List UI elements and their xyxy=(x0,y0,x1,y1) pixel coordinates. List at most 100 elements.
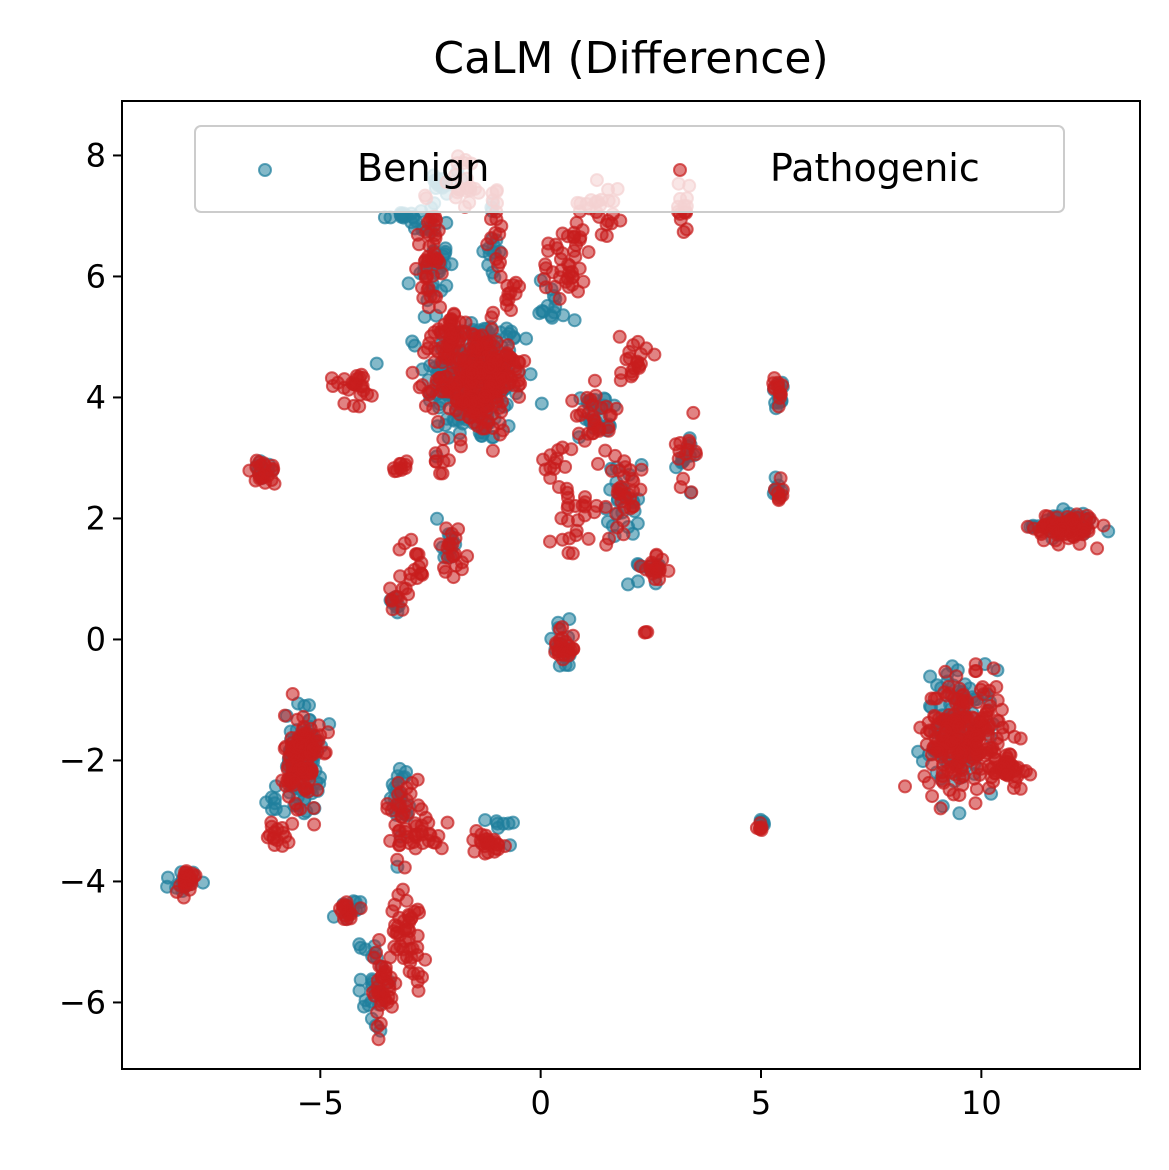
data-point-pathogenic xyxy=(489,212,504,227)
x-tick-label: 10 xyxy=(961,1084,1002,1122)
data-point-pathogenic xyxy=(561,545,576,560)
data-point-pathogenic xyxy=(370,1019,385,1034)
data-point-pathogenic xyxy=(306,742,321,756)
data-point-benign xyxy=(353,940,368,955)
data-point-pathogenic xyxy=(490,837,505,852)
data-point-pathogenic xyxy=(767,482,782,497)
data-point-benign xyxy=(478,813,493,828)
ticks-layer: −5 0 5 10 −6 −4 −2 0 2 4 6 8 xyxy=(59,136,1002,1122)
data-point-pathogenic xyxy=(500,338,515,353)
data-point-pathogenic xyxy=(555,246,570,261)
data-point-pathogenic xyxy=(295,761,309,776)
data-point-pathogenic xyxy=(353,901,368,916)
data-point-pathogenic xyxy=(297,781,312,796)
data-point-pathogenic xyxy=(616,513,631,528)
data-point-pathogenic xyxy=(431,414,446,429)
data-point-pathogenic xyxy=(377,965,392,980)
data-point-pathogenic xyxy=(649,561,664,576)
data-point-pathogenic xyxy=(422,239,437,254)
data-point-pathogenic xyxy=(969,664,984,679)
data-point-pathogenic xyxy=(753,821,768,836)
data-point-pathogenic xyxy=(388,976,403,991)
data-point-pathogenic xyxy=(994,702,1009,717)
data-point-benign xyxy=(369,356,384,371)
data-point-pathogenic xyxy=(496,423,510,438)
data-point-pathogenic xyxy=(267,838,282,852)
data-point-pathogenic xyxy=(1046,523,1060,537)
data-point-pathogenic xyxy=(456,394,471,409)
data-point-pathogenic xyxy=(434,841,449,856)
data-point-pathogenic xyxy=(649,547,664,562)
data-point-pathogenic xyxy=(538,280,553,295)
data-point-pathogenic xyxy=(949,730,964,745)
data-point-pathogenic xyxy=(1090,541,1105,556)
data-point-pathogenic xyxy=(367,950,381,965)
data-point-pathogenic xyxy=(495,394,510,409)
y-tick-label: −6 xyxy=(59,983,106,1021)
data-point-pathogenic xyxy=(982,683,997,698)
data-point-pathogenic xyxy=(453,432,468,447)
data-point-pathogenic xyxy=(281,789,296,804)
data-point-pathogenic xyxy=(397,922,412,937)
y-tick-label: 6 xyxy=(86,257,106,295)
data-point-pathogenic xyxy=(938,664,953,679)
data-point-pathogenic xyxy=(480,415,495,430)
data-point-benign xyxy=(536,304,551,319)
data-point-benign xyxy=(407,338,422,353)
y-tick-label: 8 xyxy=(86,136,106,174)
data-point-pathogenic xyxy=(380,801,395,816)
data-point-pathogenic xyxy=(960,711,975,726)
data-point-pathogenic xyxy=(969,782,984,797)
data-point-pathogenic xyxy=(365,985,380,1000)
data-point-pathogenic xyxy=(551,443,566,458)
data-point-benign xyxy=(630,574,645,589)
y-tick-label: −4 xyxy=(59,862,106,900)
x-tick-label: 5 xyxy=(751,1084,771,1122)
legend-box xyxy=(194,125,1065,213)
data-point-pathogenic xyxy=(412,380,427,395)
data-point-pathogenic xyxy=(393,569,408,584)
data-point-pathogenic xyxy=(679,222,694,237)
data-point-benign xyxy=(357,999,371,1014)
data-point-pathogenic xyxy=(1020,519,1035,534)
data-point-pathogenic xyxy=(446,570,461,585)
chart-title: CaLM (Difference) xyxy=(433,33,828,84)
data-point-pathogenic xyxy=(1016,764,1031,779)
data-point-pathogenic xyxy=(325,379,340,393)
data-point-pathogenic xyxy=(541,243,556,258)
data-point-pathogenic xyxy=(418,398,433,413)
data-point-pathogenic xyxy=(352,370,367,385)
data-point-benign xyxy=(519,331,534,346)
data-point-pathogenic xyxy=(414,818,429,833)
data-point-pathogenic xyxy=(951,719,966,734)
data-point-pathogenic xyxy=(401,907,416,922)
data-point-pathogenic xyxy=(433,537,448,552)
data-point-pathogenic xyxy=(275,773,290,788)
data-point-pathogenic xyxy=(422,387,437,402)
data-point-benign xyxy=(161,870,175,885)
y-tick-label: 0 xyxy=(86,620,106,658)
legend-label-pathogenic: Pathogenic xyxy=(770,146,980,190)
data-point-pathogenic xyxy=(591,456,605,471)
data-point-pathogenic xyxy=(465,365,480,380)
data-point-pathogenic xyxy=(986,661,1001,676)
data-point-pathogenic xyxy=(572,232,587,247)
data-point-pathogenic xyxy=(441,550,455,565)
data-point-pathogenic xyxy=(583,392,598,407)
data-point-pathogenic xyxy=(955,763,970,778)
data-point-pathogenic xyxy=(494,246,509,261)
data-point-pathogenic xyxy=(420,282,435,297)
data-point-pathogenic xyxy=(556,652,570,667)
data-point-pathogenic xyxy=(991,714,1006,729)
data-point-pathogenic xyxy=(186,869,201,884)
data-point-pathogenic xyxy=(310,782,325,797)
data-point-pathogenic xyxy=(453,352,468,367)
data-point-pathogenic xyxy=(393,785,408,800)
data-point-pathogenic xyxy=(924,691,939,706)
data-point-benign xyxy=(444,257,459,272)
data-point-pathogenic xyxy=(612,329,627,344)
data-point-pathogenic xyxy=(445,536,460,551)
data-point-pathogenic xyxy=(390,463,404,478)
data-point-pathogenic xyxy=(443,328,458,342)
data-point-pathogenic xyxy=(617,454,632,469)
